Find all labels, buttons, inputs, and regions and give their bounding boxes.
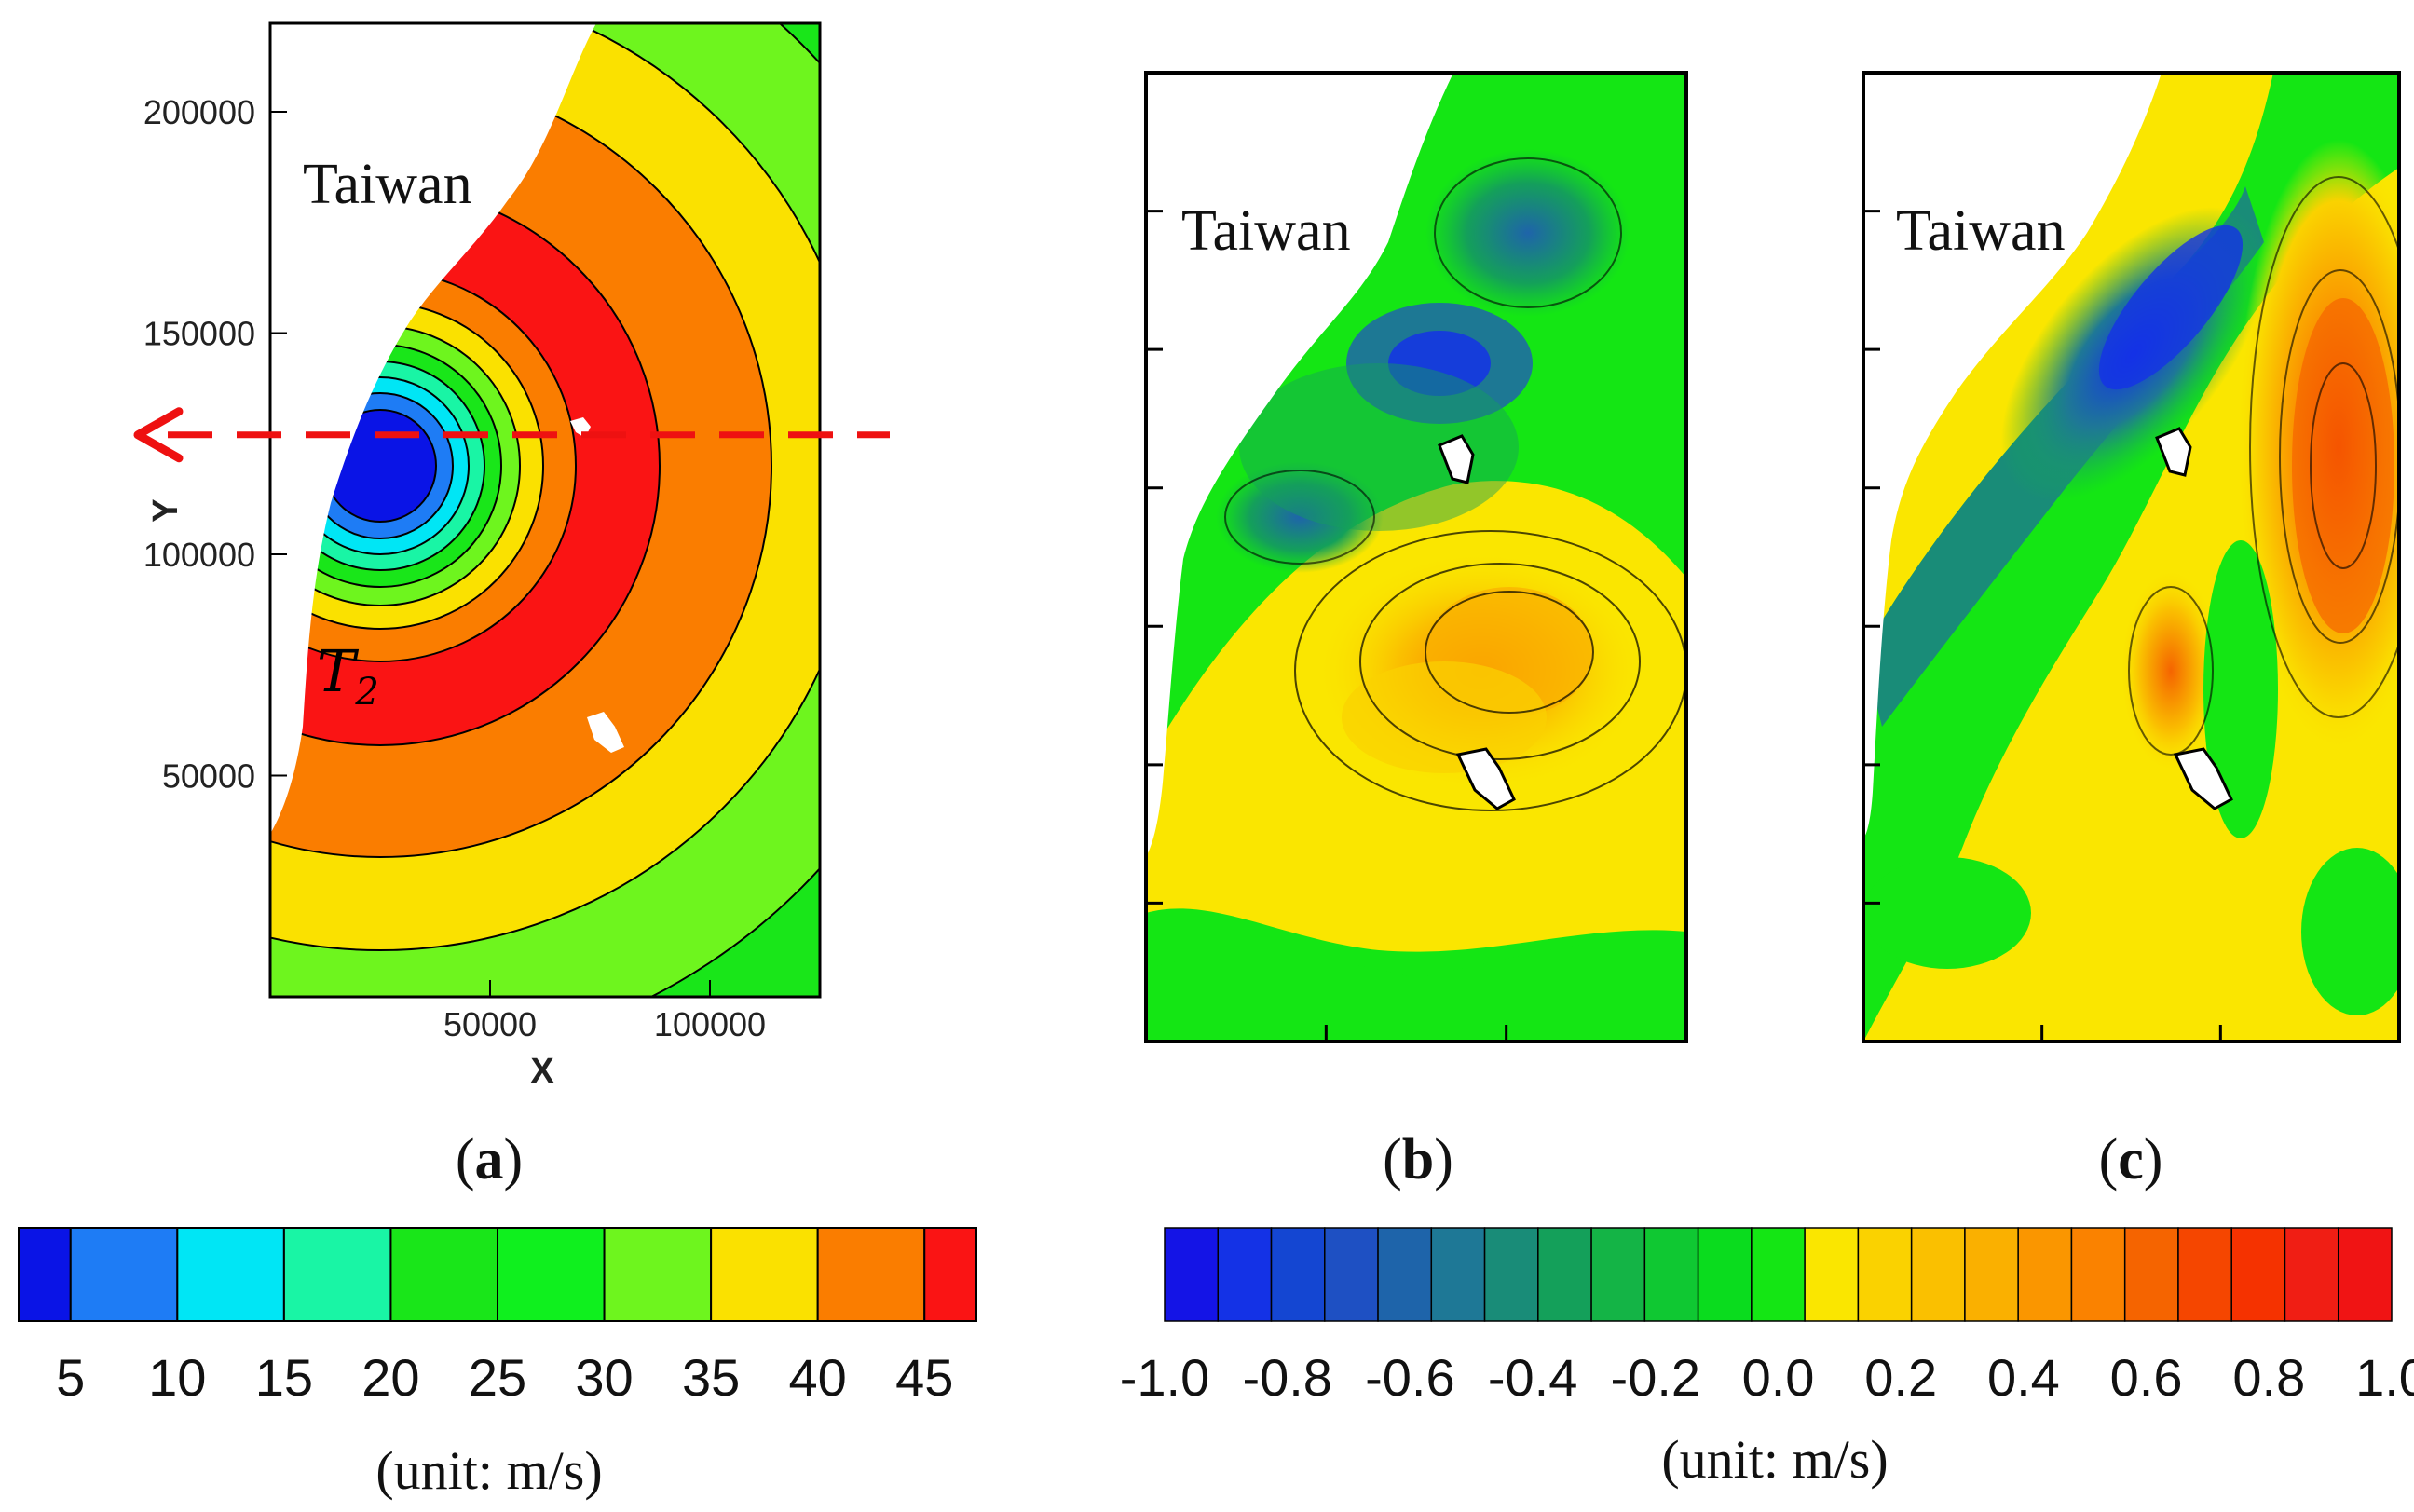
colorbar-swatch <box>1910 1227 1966 1322</box>
panel-b: Taiwan <box>1144 71 1688 1043</box>
colorbar-swatch <box>1377 1227 1433 1322</box>
panel-caption-c: (c) <box>2099 1128 2163 1192</box>
colorbar-swatch <box>1804 1227 1860 1322</box>
colorbar-swatch <box>18 1227 72 1322</box>
region-label-b: Taiwan <box>1181 199 1351 263</box>
colorbar-swatch <box>2070 1227 2126 1322</box>
island-marker <box>2173 747 2233 810</box>
svg-text:(a): (a) <box>456 1128 523 1192</box>
plot-frame <box>1144 71 1688 1043</box>
colorbar-swatch <box>603 1227 713 1322</box>
colorbar-swatch <box>923 1227 977 1322</box>
colorbar-swatch <box>1164 1227 1220 1322</box>
colorbar-swatch <box>1643 1227 1699 1322</box>
colorbar-tick-label: 35 <box>682 1348 740 1407</box>
axis-ticks <box>1863 210 2222 1042</box>
taiwan-landmass <box>1863 73 2162 838</box>
colorbar-swatch <box>1537 1227 1592 1322</box>
colorbar-tick-label: 45 <box>895 1348 953 1407</box>
colorbar-swatch <box>1857 1227 1913 1322</box>
island-marker <box>2155 427 2192 477</box>
plot-frame <box>1862 71 2401 1043</box>
colorbar-tick-label: -0.2 <box>1611 1348 1701 1407</box>
colorbar-swatch <box>1270 1227 1326 1322</box>
colorbar-bc-unit: (unit: m/s) <box>1661 1429 1888 1490</box>
colorbar-swatch <box>1324 1227 1379 1322</box>
colorbar-a-unit: (unit: m/s) <box>375 1440 602 1501</box>
axis-ticks <box>1146 210 1508 1042</box>
colorbar-bc: -1.0 -0.8 -0.6 -0.4 -0.2 0.0 0.2 0.4 0.6 0.8 1.0 <box>1120 1227 2414 1407</box>
colorbar-tick-label: 40 <box>789 1348 847 1407</box>
colorbar-swatch <box>176 1227 285 1322</box>
colorbar-swatch <box>2123 1227 2179 1322</box>
wind-speed-contours <box>270 23 820 997</box>
colorbar-swatch <box>1217 1227 1273 1322</box>
colorbar-tick-label: 5 <box>56 1348 85 1407</box>
colorbar-swatch <box>282 1227 392 1322</box>
colorbar-swatch <box>1430 1227 1486 1322</box>
y-tick-label: 100000 <box>143 536 255 574</box>
colorbar-tick-label: 15 <box>255 1348 313 1407</box>
region-label-a: Taiwan <box>303 153 472 216</box>
colorbar-swatch <box>1751 1227 1806 1322</box>
colorbar-tick-label: 0.2 <box>1864 1348 1937 1407</box>
colorbar-tick-label: -0.8 <box>1242 1348 1332 1407</box>
colorbar-swatch <box>816 1227 926 1322</box>
y-tick-label: 50000 <box>162 757 255 796</box>
transect-arrowhead <box>133 407 184 463</box>
colorbar-swatch <box>710 1227 819 1322</box>
typhoon-track-label: T2 <box>317 637 379 714</box>
colorbar-swatch <box>2230 1227 2286 1322</box>
colorbar-swatch <box>1590 1227 1646 1322</box>
colorbar-tick-label: -1.0 <box>1120 1348 1210 1407</box>
plot-frame <box>268 21 822 999</box>
colorbar-swatch <box>2284 1227 2339 1322</box>
colorbar-tick-label: -0.6 <box>1365 1348 1455 1407</box>
colorbar-tick-label: 0.0 <box>1742 1348 1815 1407</box>
colorbar-swatch <box>389 1227 499 1322</box>
panel-caption-b: (b) <box>1383 1128 1453 1192</box>
colorbar-tick-label: 0.8 <box>2232 1348 2305 1407</box>
colorbar-tick-label: -0.4 <box>1488 1348 1578 1407</box>
x-tick-label: 50000 <box>443 1005 537 1043</box>
panel-caption-a: (a) <box>456 1128 523 1192</box>
taiwan-landmass <box>270 23 596 834</box>
colorbar-swatch <box>1964 1227 2019 1322</box>
y-axis-label: Y <box>146 498 185 522</box>
colorbar-a: 5 10 15 20 25 30 35 40 45 <box>18 1227 977 1407</box>
colorbar-swatch <box>1697 1227 1753 1322</box>
panel-a: 50000 100000 50000 100000 150000 200000 Taiwa… <box>133 21 890 1091</box>
island-marker <box>587 712 624 753</box>
y-tick-label: 200000 <box>143 93 255 131</box>
colorbar-swatch <box>2177 1227 2232 1322</box>
colorbar-swatch <box>1483 1227 1539 1322</box>
svg-text:(b): (b) <box>1383 1128 1453 1192</box>
colorbar-tick-label: 10 <box>148 1348 206 1407</box>
colorbar-tick-label: 20 <box>361 1348 419 1407</box>
x-axis-label: X <box>530 1052 554 1091</box>
island-marker <box>1455 747 1516 810</box>
y-tick-label: 150000 <box>143 315 255 353</box>
island-marker <box>1438 434 1475 484</box>
region-label-c: Taiwan <box>1896 199 2066 263</box>
colorbar-swatch <box>69 1227 179 1322</box>
taiwan-landmass <box>1146 73 1453 857</box>
panel-c: Taiwan <box>1862 71 2401 1043</box>
svg-text:(c): (c) <box>2099 1128 2163 1192</box>
colorbar-swatch <box>497 1227 606 1322</box>
colorbar-tick-label: 1.0 <box>2355 1348 2414 1407</box>
colorbar-swatch <box>2337 1227 2393 1322</box>
x-tick-label: 100000 <box>654 1005 766 1043</box>
colorbar-tick-label: 0.4 <box>1987 1348 2060 1407</box>
colorbar-tick-label: 30 <box>575 1348 633 1407</box>
colorbar-tick-label: 0.6 <box>2110 1348 2183 1407</box>
colorbar-tick-label: 25 <box>469 1348 526 1407</box>
colorbar-swatch <box>2017 1227 2073 1322</box>
axis-ticks: 50000 100000 50000 100000 150000 200000 <box>143 93 766 1043</box>
